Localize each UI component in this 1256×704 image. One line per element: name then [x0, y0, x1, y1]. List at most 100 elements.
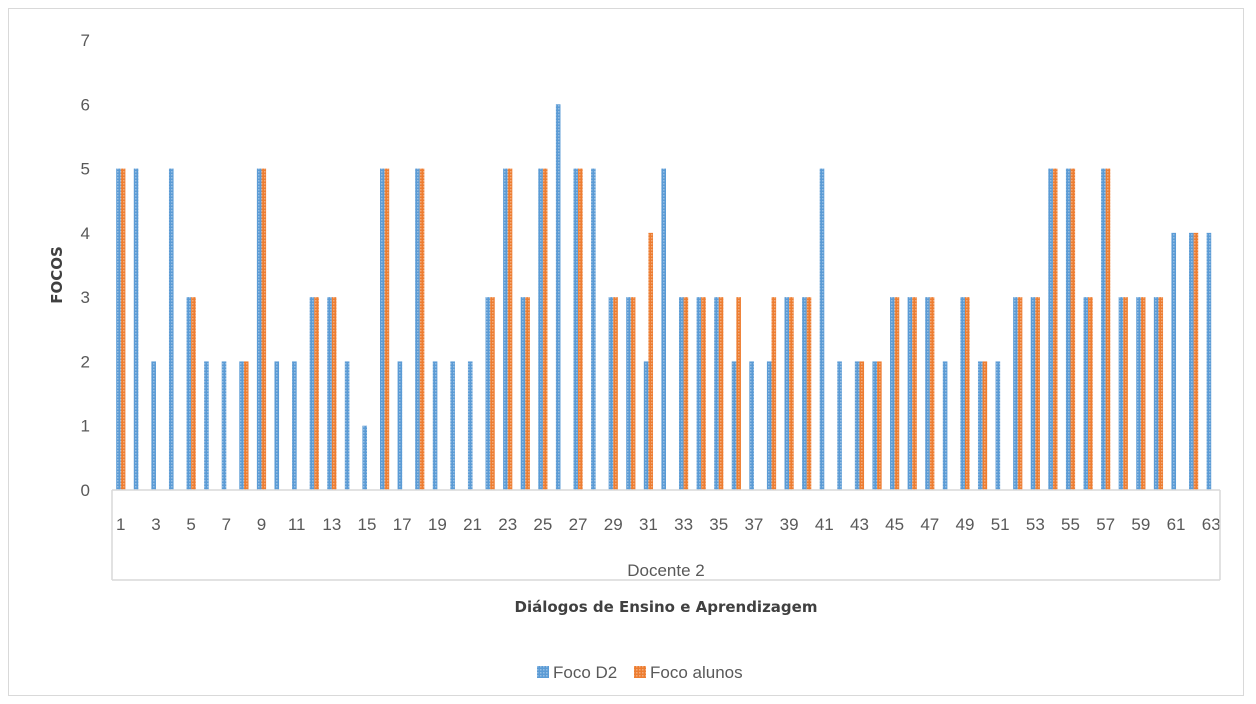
legend-label-foco-d2: Foco D2 [553, 663, 617, 682]
bar-foco-d2 [661, 168, 666, 491]
bar-series [116, 104, 1212, 491]
bar-foco-alunos [507, 168, 513, 491]
y-axis-title: FOCOS [48, 246, 66, 304]
bar-foco-d2 [819, 168, 825, 491]
bar-foco-d2 [467, 361, 473, 490]
bar-foco-alunos [120, 168, 126, 491]
bar-foco-alunos [859, 361, 865, 490]
bar-foco-alunos [964, 297, 970, 490]
bar-foco-alunos [1158, 297, 1164, 490]
bar-foco-d2 [274, 361, 280, 490]
y-tick-label: 4 [81, 224, 90, 243]
group-label: Docente 2 [627, 561, 705, 580]
x-tick-label: 19 [428, 515, 447, 534]
x-tick-label: 7 [222, 515, 231, 534]
x-tick-label: 25 [533, 515, 552, 534]
bar-foco-d2 [485, 297, 491, 490]
bar-foco-alunos [701, 297, 706, 490]
bar-foco-d2 [608, 297, 614, 490]
bar-foco-d2 [503, 168, 508, 491]
y-tick-label: 2 [81, 352, 90, 371]
bar-foco-d2 [749, 361, 754, 490]
bar-foco-alunos [1105, 168, 1111, 491]
bar-foco-d2 [890, 297, 895, 490]
bar-foco-d2 [1083, 297, 1089, 490]
bar-foco-alunos [384, 168, 390, 491]
bar-foco-d2 [731, 361, 737, 490]
bar-foco-alunos [1070, 168, 1076, 491]
x-tick-label: 21 [463, 515, 482, 534]
bar-foco-alunos [630, 297, 636, 490]
legend-label-foco-alunos: Foco alunos [650, 663, 743, 682]
x-tick-label: 43 [850, 515, 869, 534]
y-tick-label: 7 [81, 31, 90, 50]
bar-foco-d2 [538, 168, 543, 491]
x-tick-label: 5 [186, 515, 195, 534]
bar-foco-alunos [331, 297, 337, 490]
x-tick-label: 37 [744, 515, 763, 534]
bar-foco-alunos [261, 168, 267, 491]
x-tick-label: 15 [358, 515, 377, 534]
x-tick-label: 51 [991, 515, 1010, 534]
y-axis-ticks: 0 1 2 3 4 5 6 7 [81, 31, 90, 500]
y-tick-label: 0 [81, 481, 90, 500]
bar-foco-d2 [872, 361, 878, 490]
bar-foco-d2 [643, 361, 649, 490]
x-tick-label: 31 [639, 515, 658, 534]
x-tick-label: 29 [604, 515, 623, 534]
y-tick-label: 3 [81, 288, 90, 307]
x-tick-label: 55 [1061, 515, 1080, 534]
bar-foco-d2 [292, 361, 297, 490]
bar-foco-d2 [784, 297, 790, 490]
x-tick-label: 23 [498, 515, 517, 534]
bar-foco-alunos [1052, 168, 1058, 491]
bar-foco-alunos [982, 361, 988, 490]
bar-foco-d2 [415, 168, 420, 491]
x-axis-title: Diálogos de Ensino e Aprendizagem [515, 598, 818, 616]
bar-foco-d2 [591, 168, 596, 491]
bar-foco-alunos [683, 297, 689, 490]
bar-foco-d2 [1048, 168, 1053, 491]
y-tick-label: 1 [81, 417, 90, 436]
bar-foco-d2 [626, 297, 631, 490]
x-tick-label: 47 [920, 515, 939, 534]
bar-foco-d2 [309, 297, 315, 490]
x-tick-label: 41 [815, 515, 834, 534]
bar-foco-d2 [204, 361, 209, 490]
bar-foco-d2 [977, 361, 983, 490]
x-tick-label: 59 [1131, 515, 1150, 534]
bar-foco-d2 [907, 297, 913, 490]
x-tick-label: 1 [116, 515, 125, 534]
bar-foco-d2 [133, 168, 139, 491]
bar-foco-alunos [1088, 297, 1093, 490]
bar-foco-d2 [116, 168, 121, 491]
bar-foco-d2 [837, 361, 842, 490]
x-tick-label: 49 [956, 515, 975, 534]
bar-foco-d2 [802, 297, 807, 490]
bar-foco-alunos [490, 297, 495, 490]
bar-foco-alunos [771, 297, 777, 490]
y-tick-label: 5 [81, 160, 90, 179]
bar-foco-d2 [151, 361, 156, 490]
bar-foco-alunos [525, 297, 530, 490]
bar-foco-d2 [573, 168, 579, 491]
bar-foco-alunos [243, 361, 249, 490]
x-tick-label: 39 [780, 515, 799, 534]
bar-foco-d2 [995, 361, 1001, 490]
x-tick-label: 13 [322, 515, 341, 534]
bar-foco-alunos [1035, 297, 1040, 490]
bar-foco-d2 [854, 361, 860, 490]
bar-foco-alunos [613, 297, 618, 490]
bar-foco-d2 [766, 361, 772, 490]
bar-foco-d2 [168, 168, 174, 491]
bar-foco-d2 [1171, 232, 1177, 490]
bar-foco-d2 [432, 361, 438, 490]
bar-foco-d2 [327, 297, 332, 490]
bar-foco-d2 [714, 297, 719, 490]
x-tick-label: 53 [1026, 515, 1045, 534]
x-tick-label: 45 [885, 515, 904, 534]
x-tick-label: 17 [393, 515, 412, 534]
bar-foco-d2 [678, 297, 684, 490]
bar-foco-d2 [1013, 297, 1018, 490]
x-tick-label: 61 [1167, 515, 1186, 534]
